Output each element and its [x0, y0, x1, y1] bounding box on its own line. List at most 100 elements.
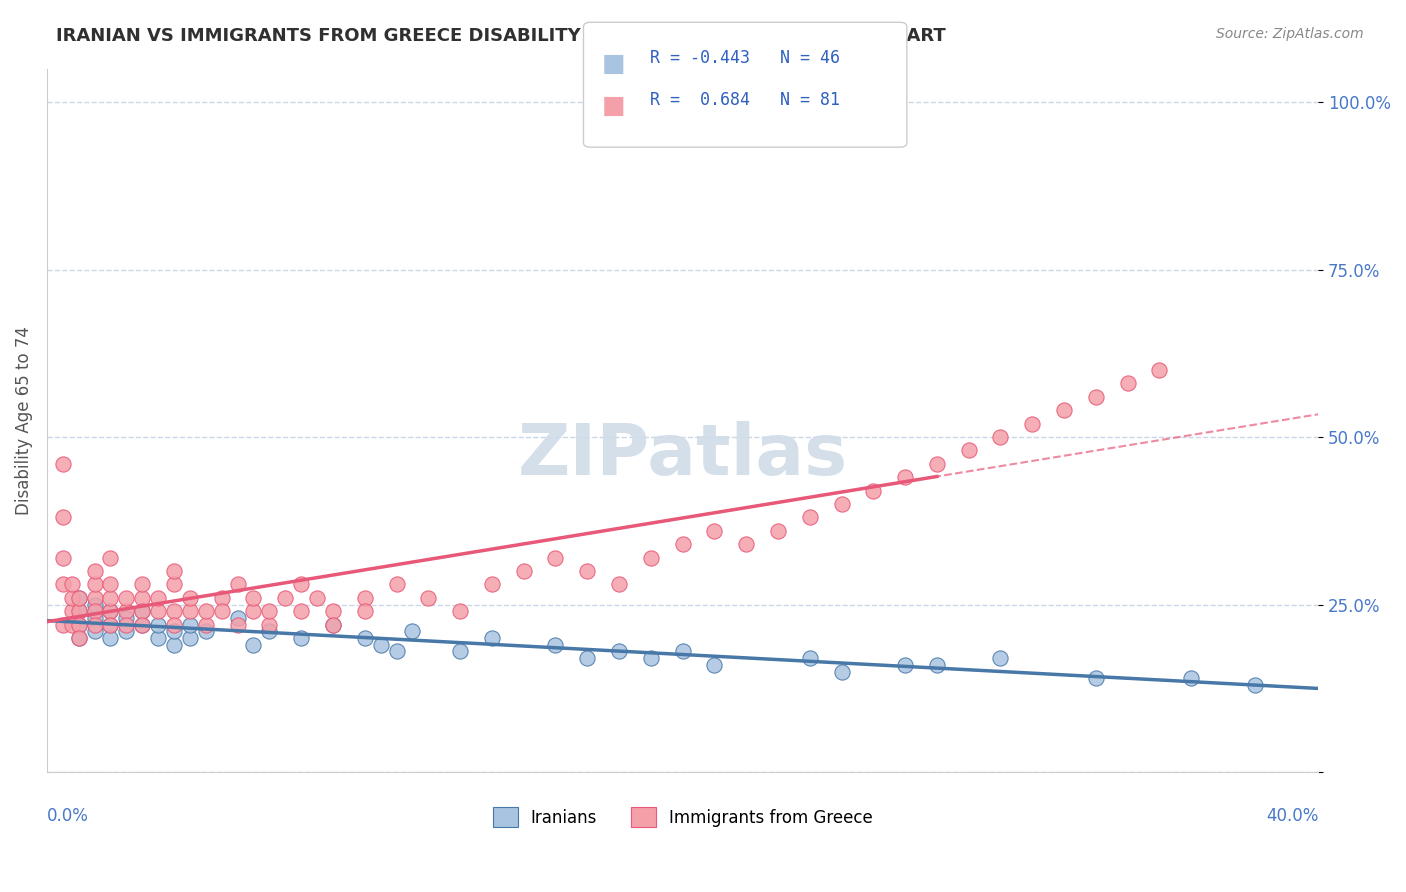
Point	[735, 537, 758, 551]
Point	[226, 577, 249, 591]
Point	[115, 617, 138, 632]
Point	[703, 524, 725, 538]
Point	[163, 624, 186, 639]
Point	[52, 510, 75, 524]
Point	[83, 624, 105, 639]
Point	[179, 591, 201, 605]
Point	[179, 604, 201, 618]
Point	[83, 598, 105, 612]
Point	[242, 604, 264, 618]
Point	[83, 604, 105, 618]
Point	[894, 470, 917, 484]
Point	[100, 550, 122, 565]
Point	[353, 604, 375, 618]
Point	[67, 604, 90, 618]
Point	[799, 651, 821, 665]
Point	[100, 617, 122, 632]
Point	[607, 577, 630, 591]
Point	[322, 604, 344, 618]
Point	[67, 591, 90, 605]
Point	[60, 604, 83, 618]
Text: ZIPatlas: ZIPatlas	[517, 421, 848, 490]
Text: 0.0%: 0.0%	[46, 807, 89, 825]
Point	[1243, 678, 1265, 692]
Point	[131, 604, 153, 618]
Text: Source: ZipAtlas.com: Source: ZipAtlas.com	[1216, 27, 1364, 41]
Point	[131, 591, 153, 605]
Point	[481, 631, 503, 645]
Point	[925, 457, 948, 471]
Point	[290, 604, 312, 618]
Point	[544, 550, 567, 565]
Point	[512, 564, 534, 578]
Point	[385, 644, 408, 658]
Point	[544, 638, 567, 652]
Point	[131, 617, 153, 632]
Point	[67, 631, 90, 645]
Point	[353, 591, 375, 605]
Point	[163, 564, 186, 578]
Point	[990, 651, 1012, 665]
Point	[163, 577, 186, 591]
Point	[1021, 417, 1043, 431]
Point	[259, 604, 281, 618]
Point	[1053, 403, 1076, 417]
Point	[163, 604, 186, 618]
Point	[671, 537, 693, 551]
Point	[67, 617, 90, 632]
Point	[703, 657, 725, 672]
Point	[259, 617, 281, 632]
Point	[52, 550, 75, 565]
Point	[83, 617, 105, 632]
Point	[353, 631, 375, 645]
Point	[60, 577, 83, 591]
Point	[131, 577, 153, 591]
Point	[100, 617, 122, 632]
Point	[194, 617, 217, 632]
Point	[957, 443, 980, 458]
Point	[242, 638, 264, 652]
Point	[894, 657, 917, 672]
Point	[194, 624, 217, 639]
Point	[83, 611, 105, 625]
Point	[83, 577, 105, 591]
Point	[671, 644, 693, 658]
Point	[179, 631, 201, 645]
Text: ■: ■	[602, 52, 626, 76]
Point	[607, 644, 630, 658]
Text: IRANIAN VS IMMIGRANTS FROM GREECE DISABILITY AGE 65 TO 74 CORRELATION CHART: IRANIAN VS IMMIGRANTS FROM GREECE DISABI…	[56, 27, 946, 45]
Point	[115, 624, 138, 639]
Point	[67, 591, 90, 605]
Point	[100, 604, 122, 618]
Point	[52, 617, 75, 632]
Point	[115, 611, 138, 625]
Point	[83, 591, 105, 605]
Point	[1084, 671, 1107, 685]
Point	[67, 631, 90, 645]
Point	[100, 591, 122, 605]
Point	[576, 651, 599, 665]
Point	[194, 604, 217, 618]
Point	[418, 591, 440, 605]
Point	[831, 497, 853, 511]
Point	[370, 638, 392, 652]
Point	[290, 577, 312, 591]
Point	[242, 591, 264, 605]
Point	[226, 611, 249, 625]
Point	[60, 617, 83, 632]
Point	[52, 457, 75, 471]
Point	[322, 617, 344, 632]
Point	[401, 624, 423, 639]
Point	[322, 617, 344, 632]
Y-axis label: Disability Age 65 to 74: Disability Age 65 to 74	[15, 326, 32, 515]
Point	[52, 577, 75, 591]
Point	[60, 591, 83, 605]
Point	[163, 638, 186, 652]
Point	[211, 591, 233, 605]
Point	[1116, 376, 1139, 391]
Point	[100, 604, 122, 618]
Point	[146, 617, 169, 632]
Point	[83, 564, 105, 578]
Point	[481, 577, 503, 591]
Text: ■: ■	[602, 94, 626, 118]
